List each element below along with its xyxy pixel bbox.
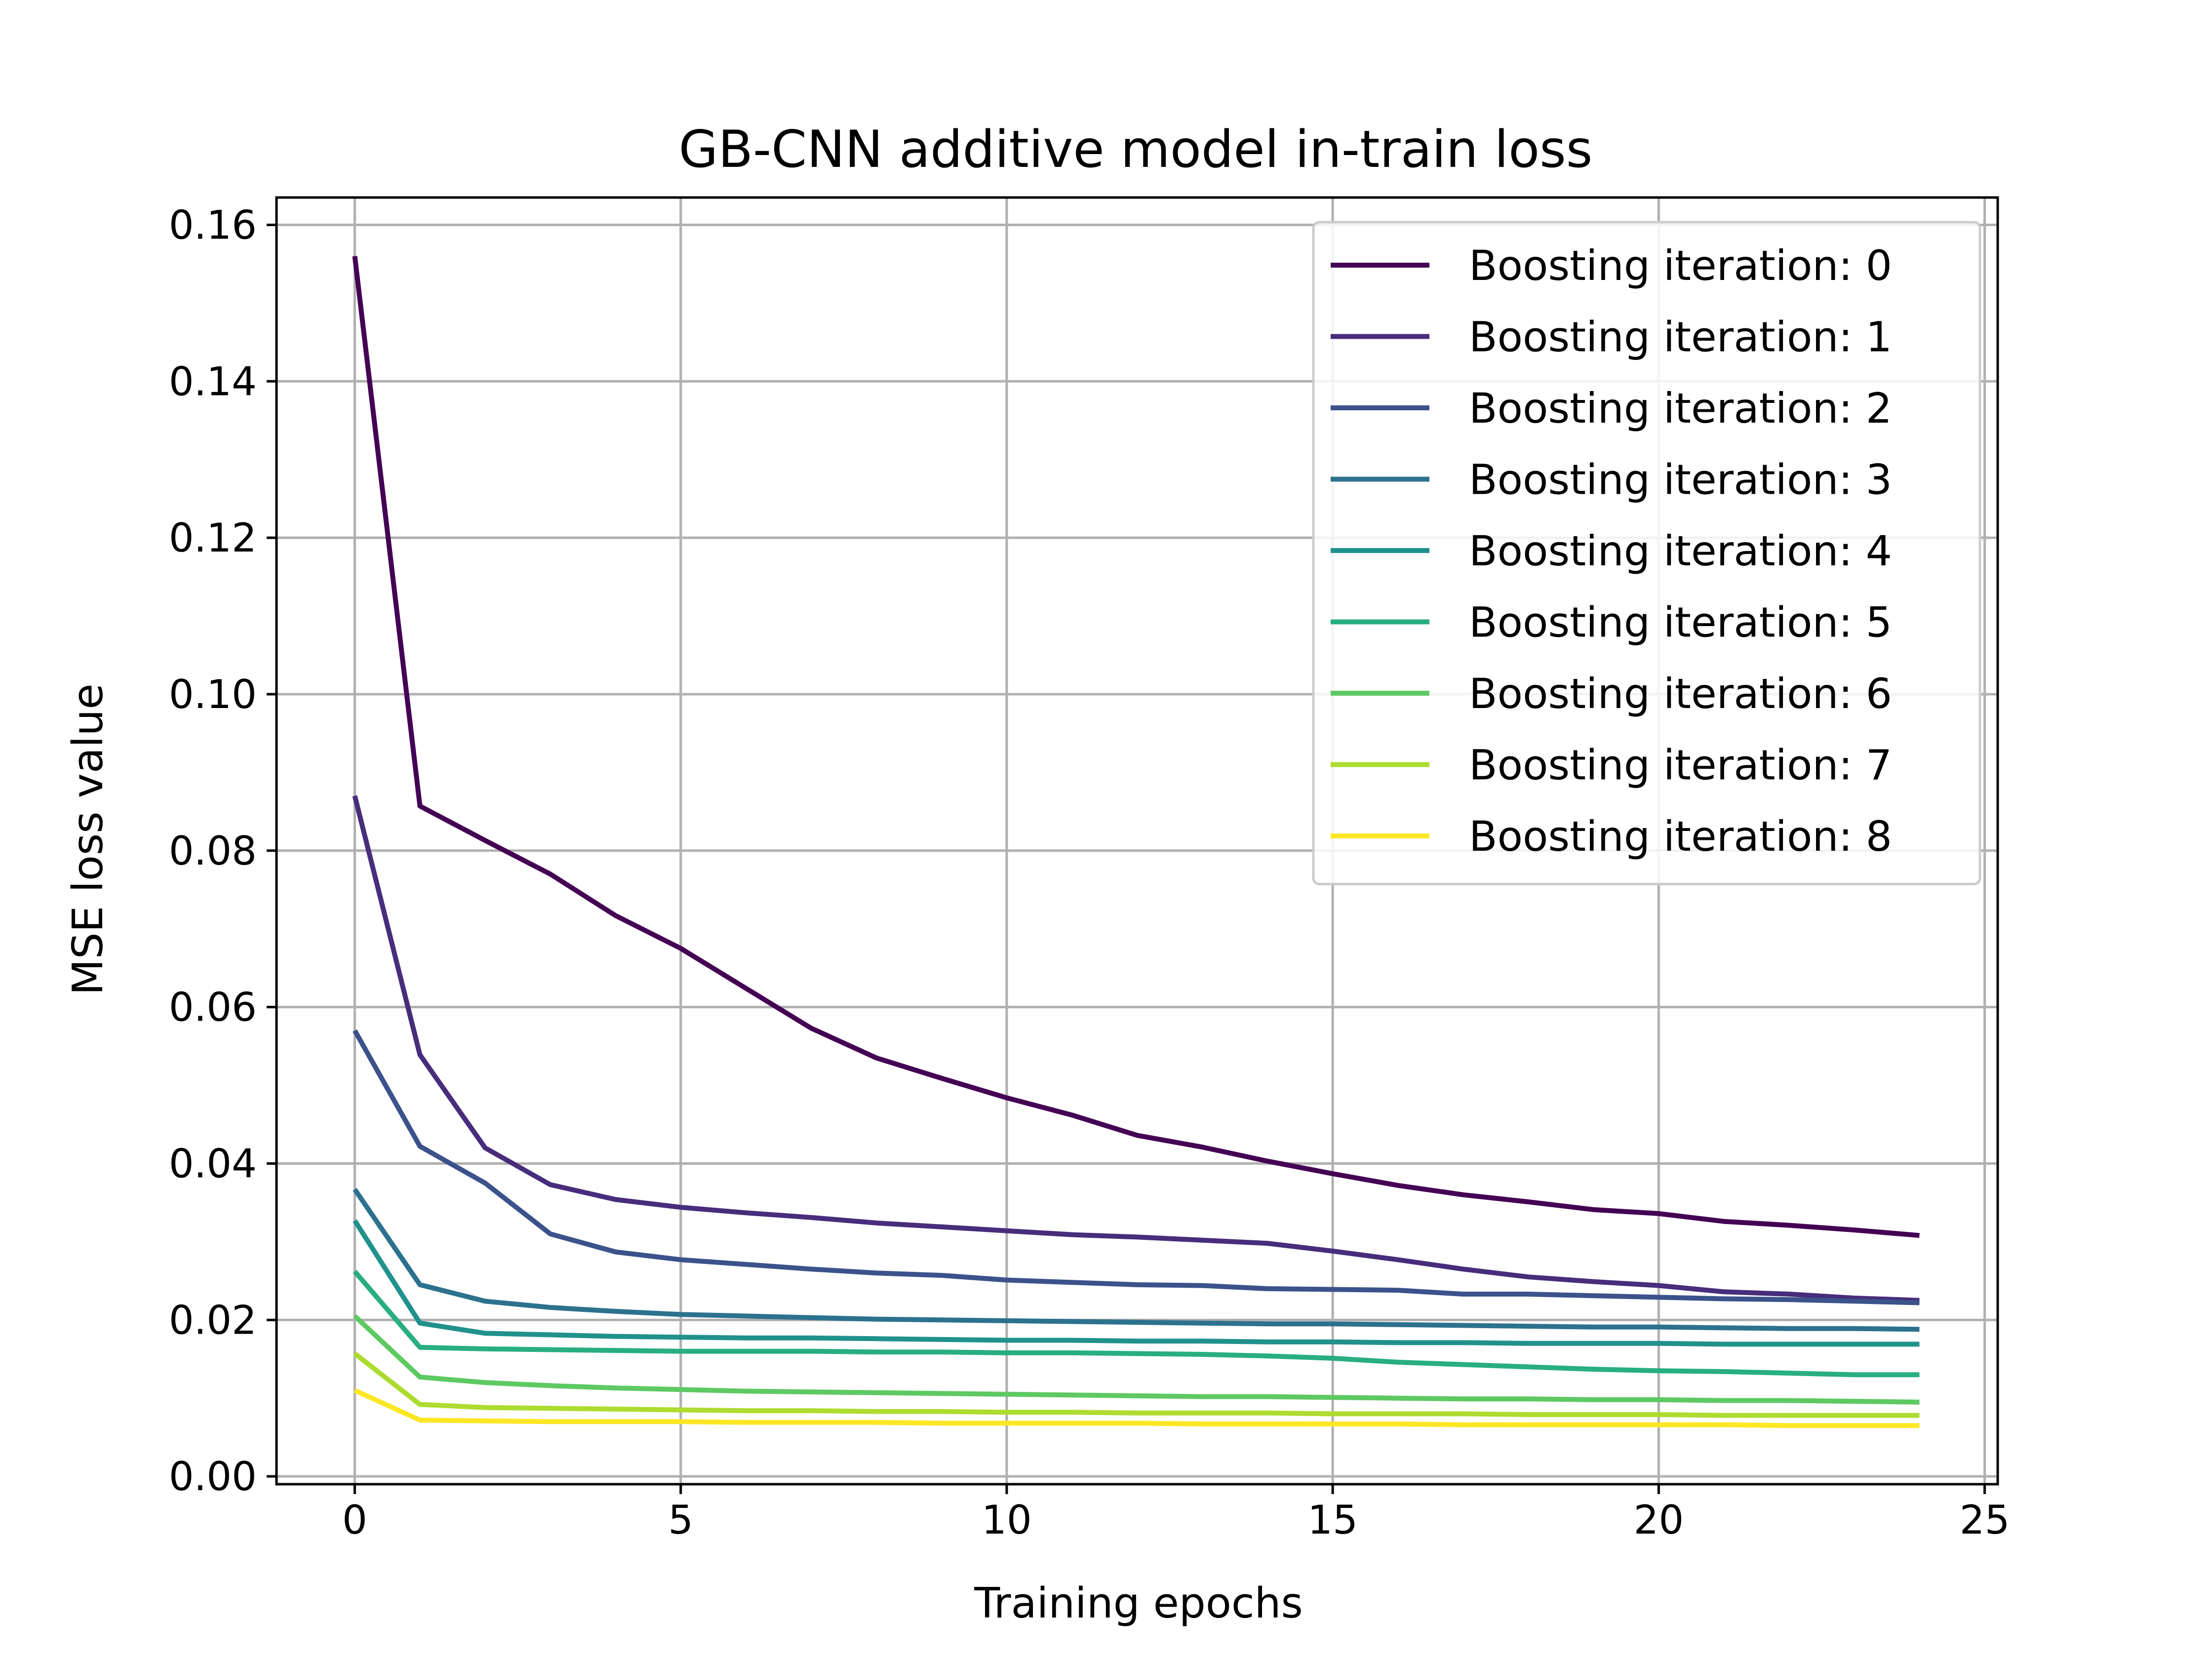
y-axis-label: MSE loss value <box>64 683 113 995</box>
legend-label-2: Boosting iteration: 2 <box>1469 384 1892 433</box>
y-tick-label: 0.04 <box>169 1141 257 1186</box>
legend-box <box>1312 221 1981 885</box>
legend-label-5: Boosting iteration: 5 <box>1469 598 1892 647</box>
legend-label-7: Boosting iteration: 7 <box>1469 741 1892 790</box>
x-axis-label: Training epochs <box>974 1579 1303 1628</box>
y-tick-label: 0.12 <box>169 515 257 561</box>
y-tick-label: 0.08 <box>169 828 257 874</box>
x-tick-label: 25 <box>1960 1497 2010 1543</box>
series-line-6 <box>353 1314 1920 1405</box>
y-axis-ticks: 0.00 0.02 0.04 0.06 0.08 0.10 0.12 0.14 0.16 <box>169 202 276 1500</box>
series-line-2 <box>353 1029 1920 1305</box>
x-tick-label: 10 <box>982 1497 1032 1543</box>
x-axis-ticks: 0 5 10 15 20 25 <box>342 1484 2010 1543</box>
series-line-1 <box>352 795 1920 1303</box>
series-line-7 <box>353 1351 1920 1418</box>
legend-label-3: Boosting iteration: 3 <box>1469 456 1892 504</box>
series-line-3 <box>353 1187 1920 1332</box>
series-line-8 <box>354 1388 1920 1428</box>
y-tick-label: 0.06 <box>169 985 257 1030</box>
legend-label-1: Boosting iteration: 1 <box>1469 313 1892 361</box>
y-tick-label: 0.10 <box>169 672 257 717</box>
x-tick-label: 20 <box>1633 1497 1684 1543</box>
x-tick-label: 5 <box>668 1497 693 1543</box>
series-line-0 <box>352 256 1920 1238</box>
series-lines <box>352 256 1920 1428</box>
y-tick-label: 0.00 <box>169 1454 257 1500</box>
y-tick-label: 0.14 <box>169 358 257 404</box>
y-tick-label: 0.16 <box>169 202 257 248</box>
legend-label-8: Boosting iteration: 8 <box>1469 812 1892 861</box>
x-tick-label: 0 <box>342 1497 367 1543</box>
legend-label-0: Boosting iteration: 0 <box>1469 241 1892 290</box>
plot-area-frame <box>275 196 1999 1486</box>
chart-title: GB-CNN additive model in-train loss <box>679 120 1593 179</box>
series-line-5 <box>353 1269 1920 1378</box>
series-line-4 <box>353 1219 1920 1347</box>
y-tick-label: 0.02 <box>169 1297 257 1343</box>
legend: Boosting iteration: 0 Boosting iteration:… <box>1312 221 1981 885</box>
x-tick-label: 15 <box>1307 1497 1358 1543</box>
legend-label-6: Boosting iteration: 6 <box>1469 670 1892 718</box>
legend-label-4: Boosting iteration: 4 <box>1469 527 1892 575</box>
